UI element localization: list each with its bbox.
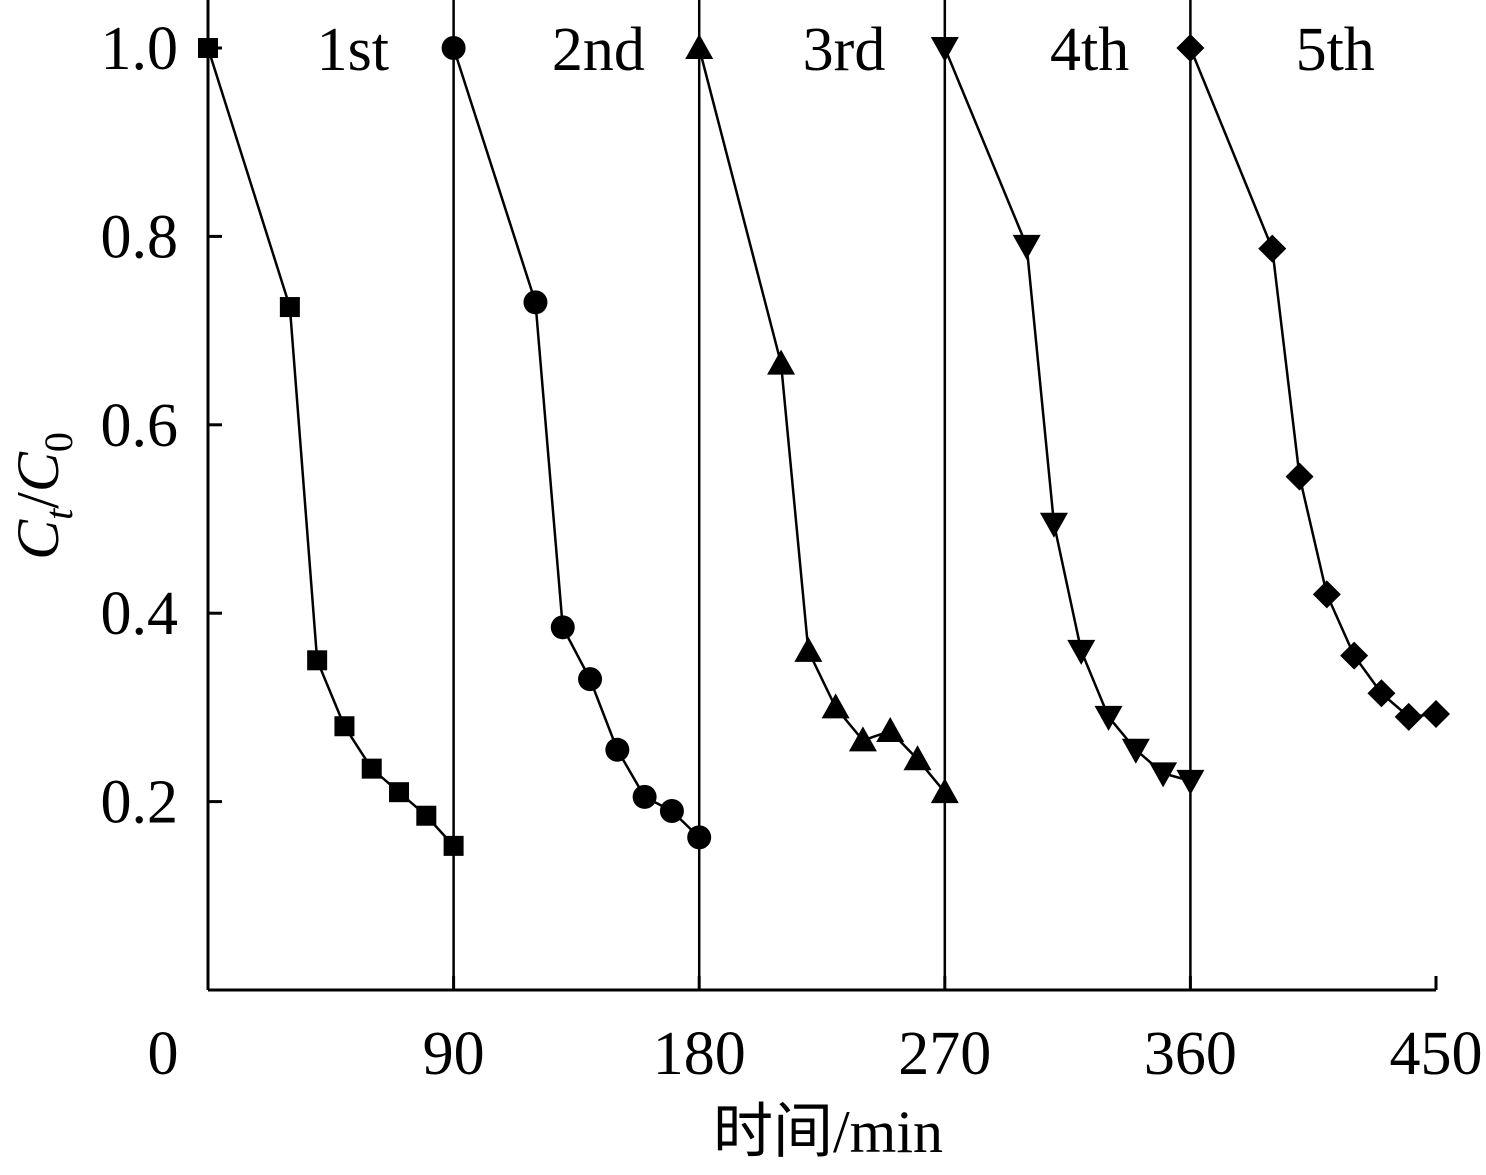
data-point (1039, 512, 1068, 538)
x-ticks: 0 90 180 270 360 450 (148, 976, 1483, 1088)
data-point (685, 34, 714, 59)
x-tick-label: 270 (898, 1020, 991, 1088)
data-point (1012, 234, 1041, 260)
data-point (794, 636, 823, 662)
y-axis-title-den-sub: 0 (36, 432, 81, 452)
data-point (1176, 769, 1205, 795)
data-point (1367, 679, 1396, 708)
data-point (1394, 702, 1423, 731)
data-point (1176, 34, 1205, 62)
x-tick-label: 360 (1144, 1020, 1237, 1088)
cycle-label-5: 5th (1296, 16, 1375, 84)
cycle-label-2: 2nd (552, 16, 645, 84)
data-point (930, 37, 959, 62)
series-line (697, 47, 946, 793)
series-5 (1176, 34, 1450, 731)
cycle-label-3: 3rd (803, 16, 886, 84)
series-line (452, 47, 701, 839)
y-axis-title: Ct/C0 (5, 432, 81, 560)
series-line (1189, 47, 1437, 719)
y-axis-title-den: C (5, 451, 71, 492)
y-tick-label: 0.2 (101, 769, 179, 837)
data-point (279, 297, 300, 318)
data-point (876, 716, 905, 742)
cycle-label-1: 1st (317, 16, 389, 84)
series-4 (930, 37, 1205, 795)
data-point (441, 36, 466, 60)
x-tick-label: 450 (1390, 1020, 1483, 1088)
x-tick-label: 180 (653, 1020, 746, 1088)
data-point (361, 758, 382, 779)
series-line (206, 47, 455, 847)
data-point (1067, 639, 1096, 665)
cycle-label-4: 4th (1050, 16, 1129, 84)
data-point (550, 615, 575, 640)
series-group (198, 34, 1450, 856)
data-point (848, 726, 877, 752)
series-3 (685, 34, 959, 804)
data-point (1312, 580, 1341, 609)
data-point (632, 784, 657, 809)
y-tick-label: 0.6 (101, 392, 179, 460)
data-point (198, 38, 218, 58)
data-point (903, 745, 932, 771)
cycle-labels: 1st 2nd 3rd 4th 5th (317, 16, 1375, 84)
y-axis-title-sep: / (5, 492, 71, 509)
data-point (416, 805, 437, 826)
data-point (1121, 738, 1150, 764)
y-axis-title-main: C (5, 519, 71, 560)
y-tick-label: 0.8 (101, 203, 179, 271)
data-point (334, 716, 355, 737)
cycle-dividers (452, 0, 1192, 990)
data-point (578, 667, 603, 692)
x-axis-title: 时间/min (713, 1099, 943, 1165)
y-axis-title-main-sub: t (36, 508, 81, 520)
data-point (1340, 641, 1369, 670)
data-point (1094, 705, 1123, 731)
y-ticks: 0.2 0.4 0.6 0.8 1.0 (101, 15, 222, 837)
data-point (1422, 699, 1450, 728)
y-tick-label: 0.4 (101, 580, 179, 648)
data-point (687, 825, 712, 850)
data-point (767, 349, 796, 375)
data-point (1258, 234, 1287, 263)
x-tick-label: 0 (148, 1020, 179, 1088)
data-point (1285, 462, 1314, 491)
series-line (943, 47, 1191, 783)
data-point (1149, 762, 1178, 788)
data-point (307, 650, 328, 671)
axes (206, 0, 1436, 992)
y-tick-label: 1.0 (101, 15, 179, 83)
data-point (821, 693, 850, 719)
data-point (523, 290, 548, 315)
series-1 (198, 38, 464, 856)
x-tick-label: 90 (423, 1020, 485, 1088)
data-point (930, 778, 959, 804)
data-point (659, 799, 684, 824)
data-point (389, 782, 410, 803)
data-point (605, 737, 630, 762)
data-point (443, 835, 464, 856)
series-2 (441, 36, 712, 850)
